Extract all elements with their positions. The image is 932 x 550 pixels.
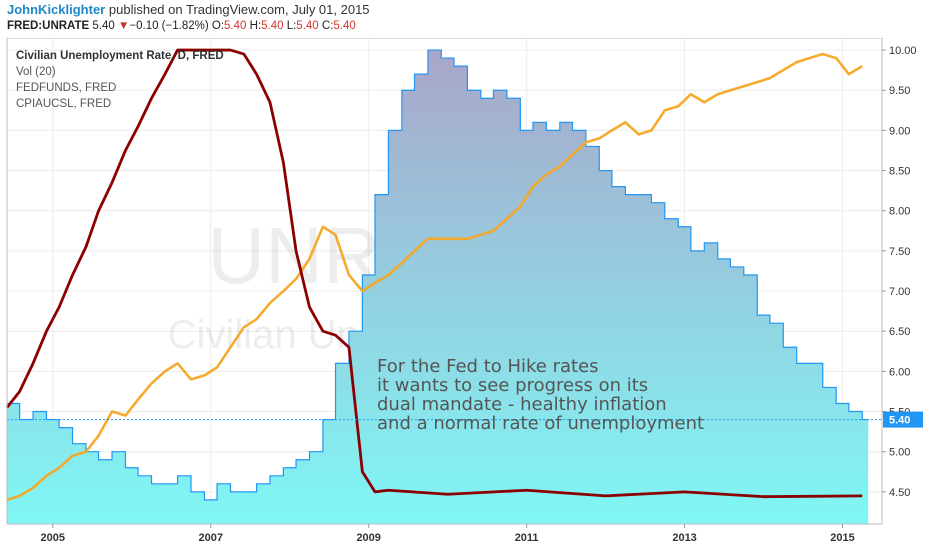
quote-line: FRED:UNRATE 5.40 ▼−0.10 (−1.82%) O:5.40 … <box>7 20 356 32</box>
legend-item-cpi[interactable]: CPIAUCSL, FRED <box>16 98 112 110</box>
legend: Civilian Unemployment Rate, D, FRED Vol … <box>16 48 224 112</box>
y-tick-label: 5.00 <box>889 447 910 459</box>
y-tick-label: 9.50 <box>889 85 910 97</box>
unrate-area <box>7 50 869 524</box>
y-tick-label: 8.00 <box>889 206 910 218</box>
author-link[interactable]: JohnKicklighter <box>7 2 106 17</box>
annotation-line: dual mandate - healthy inflation <box>377 394 667 415</box>
y-tick-label: 4.50 <box>889 487 910 499</box>
annotation-line: it wants to see progress on its <box>377 375 648 396</box>
published-text: published on TradingView.com, July 01, 2… <box>108 2 370 17</box>
y-tick-label: 7.50 <box>889 246 910 258</box>
y-tick-label: 6.50 <box>889 326 910 338</box>
down-arrow-icon: ▼ <box>118 20 130 32</box>
symbol-label[interactable]: FRED:UNRATE <box>7 20 90 32</box>
low-value: 5.40 <box>296 20 319 32</box>
y-tick-label: 9.00 <box>889 125 910 137</box>
fedfunds-line <box>5 48 863 499</box>
last-value-label: 5.40 <box>889 415 910 427</box>
last-value-tag <box>883 411 923 428</box>
y-tick-label: 8.50 <box>889 166 910 178</box>
close-label: C: <box>321 20 334 32</box>
open-label: O: <box>211 20 225 32</box>
publisher-line: JohnKicklighter published on TradingView… <box>7 2 370 17</box>
legend-item-fedfunds[interactable]: FEDFUNDS, FRED <box>16 82 117 94</box>
y-tick-label: 10.00 <box>889 45 917 57</box>
unrate-line <box>7 49 869 501</box>
high-value: 5.40 <box>261 20 284 32</box>
chart-area[interactable]: UNRATE, D Civilian Unemployment Rate 10.… <box>0 38 932 550</box>
cpi-line <box>6 52 863 502</box>
open-value: 5.40 <box>224 20 247 32</box>
price-change: −0.10 (−1.82%) <box>129 20 209 32</box>
time-axis[interactable]: 2005 2007 2009 2011 2013 2015 <box>41 524 855 544</box>
y-tick-label: 7.00 <box>889 286 910 298</box>
series-layer <box>5 48 882 524</box>
high-label: H: <box>249 20 262 32</box>
legend-title[interactable]: Civilian Unemployment Rate, D, FRED <box>16 50 224 62</box>
x-tick-label: 2009 <box>356 532 380 544</box>
x-tick-label: 2015 <box>830 532 854 544</box>
x-tick-label: 2013 <box>672 532 696 544</box>
price-axis[interactable]: 10.009.509.008.508.007.507.006.506.005.5… <box>882 45 923 499</box>
legend-item-vol[interactable]: Vol (20) <box>16 66 56 78</box>
annotation-line: For the Fed to Hike rates <box>377 356 599 377</box>
x-tick-label: 2011 <box>515 532 539 544</box>
y-tick-label: 6.00 <box>889 366 910 378</box>
close-value: 5.40 <box>333 20 356 32</box>
chart-svg[interactable]: UNRATE, D Civilian Unemployment Rate 10.… <box>0 38 932 550</box>
low-label: L: <box>286 20 297 32</box>
x-tick-label: 2007 <box>199 532 223 544</box>
last-price: 5.40 <box>92 20 115 32</box>
x-tick-label: 2005 <box>41 532 65 544</box>
annotation-line: and a normal rate of unemployment <box>377 413 704 434</box>
